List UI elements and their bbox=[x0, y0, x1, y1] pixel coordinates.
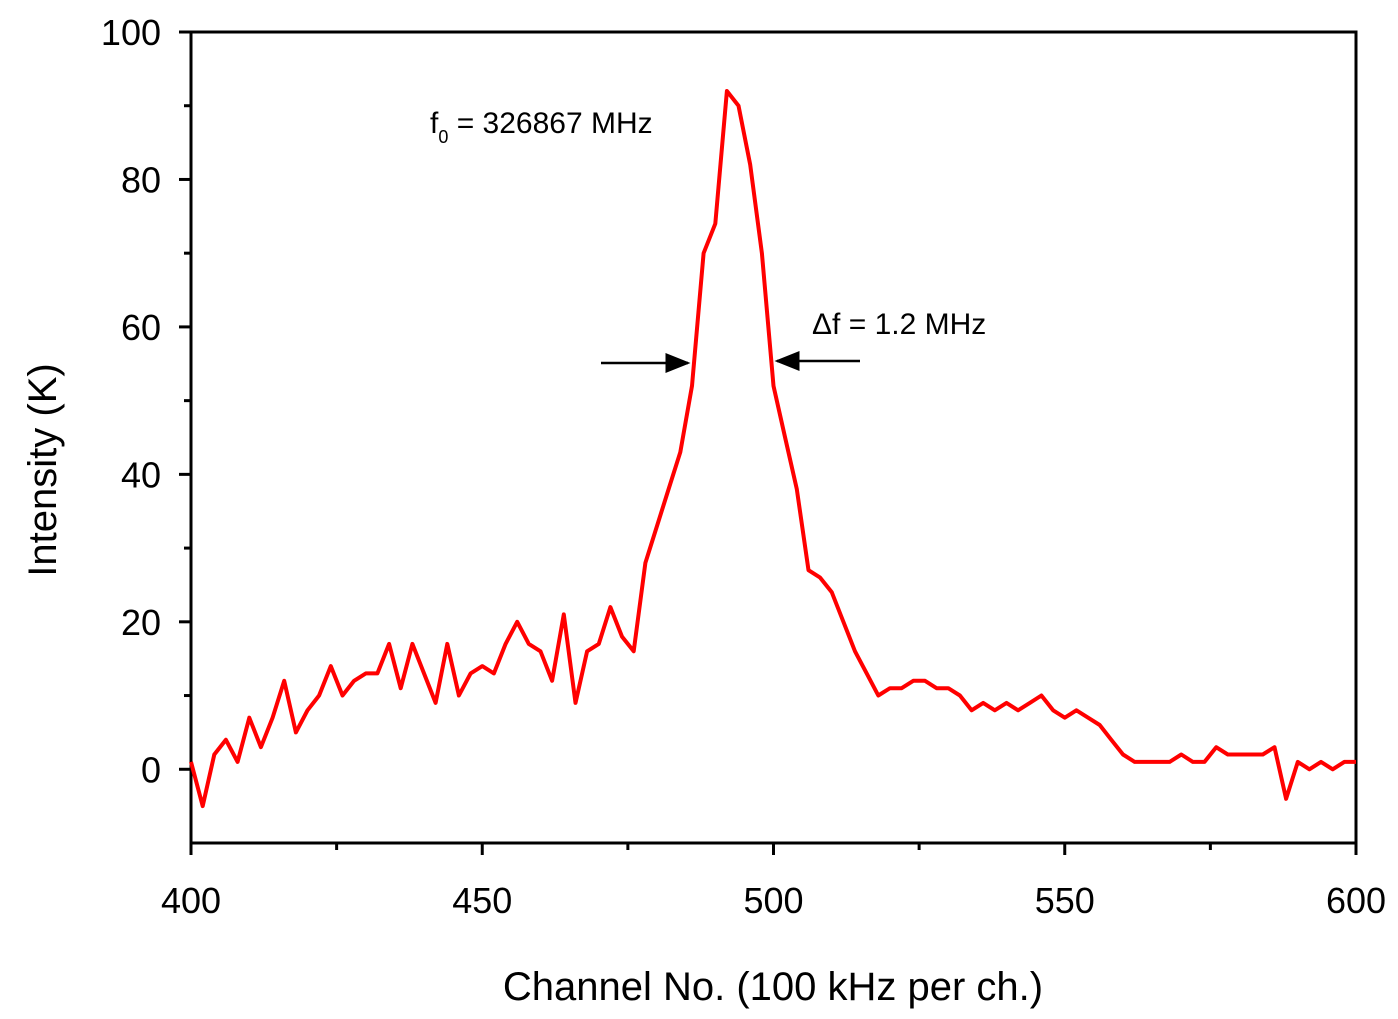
y-tick-label: 20 bbox=[121, 602, 161, 643]
annotation-f0: f0 = 326867 MHz bbox=[430, 107, 653, 147]
annotation-subscript: 0 bbox=[438, 127, 448, 147]
annotation-text: = 326867 MHz bbox=[448, 107, 652, 140]
y-tick-label: 40 bbox=[121, 454, 161, 495]
y-axis-label: Intensity (K) bbox=[21, 363, 65, 576]
annotation-text: f bbox=[430, 107, 439, 140]
plot-frame bbox=[189, 30, 1358, 845]
y-tick-label: 60 bbox=[121, 307, 161, 348]
x-tick-label: 450 bbox=[452, 880, 512, 921]
x-tick-label: 550 bbox=[1035, 880, 1095, 921]
y-tick-label: 100 bbox=[101, 12, 161, 53]
x-tick-label: 600 bbox=[1326, 880, 1386, 921]
x-tick-label: 400 bbox=[161, 880, 221, 921]
annotation-delta-f: Δf = 1.2 MHz bbox=[812, 308, 986, 341]
x-axis-label: Channel No. (100 kHz per ch.) bbox=[503, 965, 1043, 1009]
x-tick-label: 500 bbox=[743, 880, 803, 921]
y-tick-label: 0 bbox=[141, 749, 161, 790]
y-tick-label: 80 bbox=[121, 159, 161, 200]
data-line bbox=[189, 89, 1356, 809]
